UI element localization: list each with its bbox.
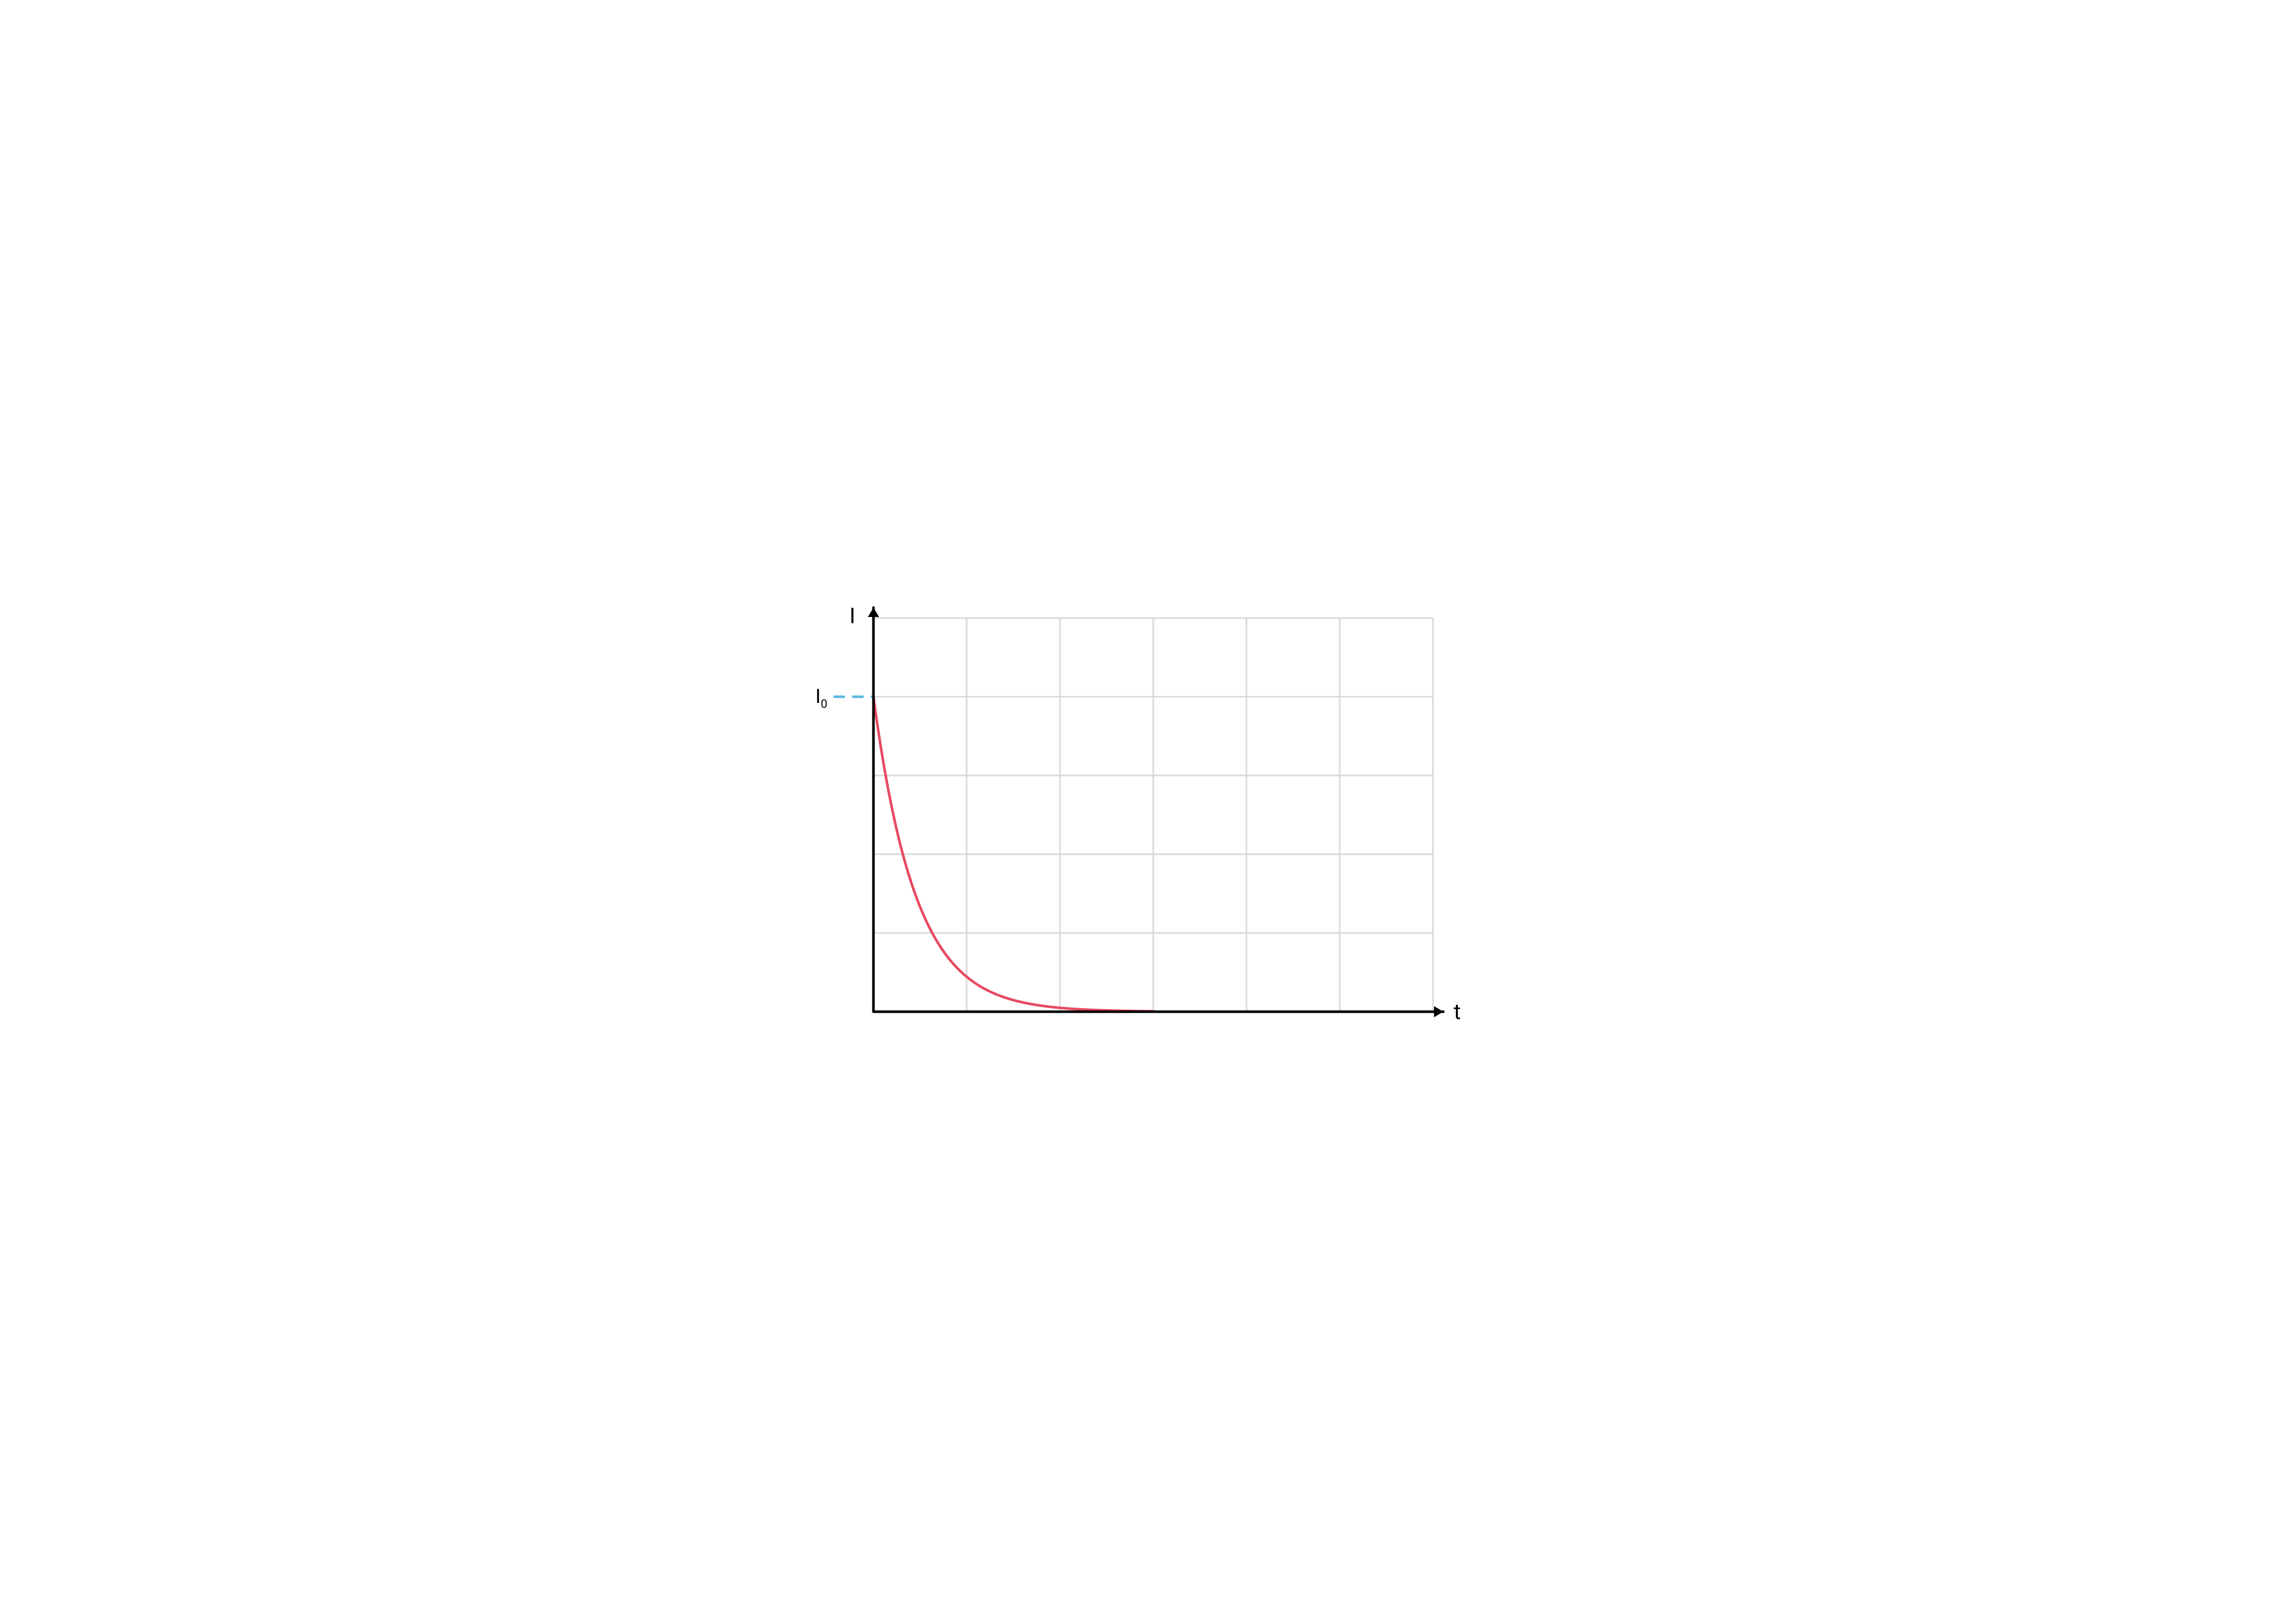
y-axis-label: I xyxy=(849,603,855,629)
x-axis-label: t xyxy=(1454,999,1461,1025)
chart-bg xyxy=(804,571,1477,1053)
chart-svg: ItI0 xyxy=(804,571,1477,1053)
decay-chart: ItI0 xyxy=(804,571,1477,1053)
